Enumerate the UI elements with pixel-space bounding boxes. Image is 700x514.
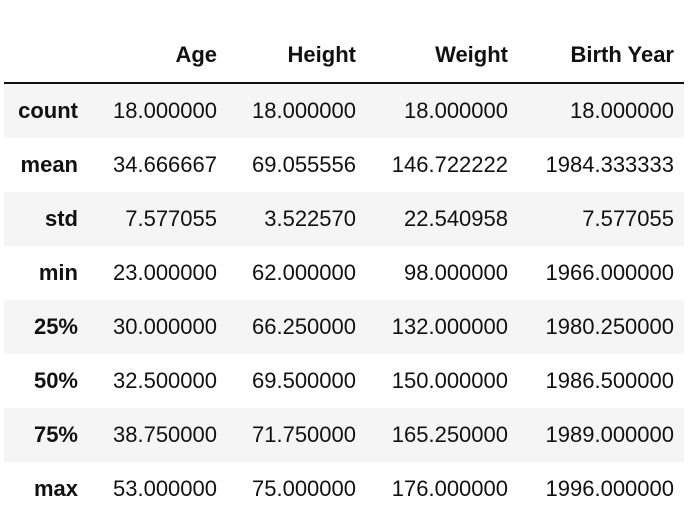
describe-table: Age Height Weight Birth Year count 18.00… [4,28,684,514]
table-cell: 98.000000 [404,260,508,285]
table-row: 75% 38.750000 71.750000 165.250000 1989.… [4,408,684,462]
table-cell: 32.500000 [113,368,217,393]
table-cell: 34.666667 [113,152,217,177]
table-cell: 1966.000000 [545,260,674,285]
row-label: min [38,260,78,285]
table-cell: 66.250000 [252,314,356,339]
table-row: count 18.000000 18.000000 18.000000 18.0… [4,83,684,138]
table-cell: 165.250000 [391,422,508,447]
table-row: mean 34.666667 69.055556 146.722222 1984… [4,138,684,192]
table-row: min 23.000000 62.000000 98.000000 1966.0… [4,246,684,300]
table-cell: 18.000000 [404,98,508,123]
table-row: std 7.577055 3.522570 22.540958 7.577055 [4,192,684,246]
table-cell: 3.522570 [264,206,356,231]
table-cell: 23.000000 [113,260,217,285]
column-header-height: Height [227,28,366,84]
table-cell: 1996.000000 [545,476,674,501]
table-cell: 30.000000 [113,314,217,339]
index-header [4,28,88,84]
table-cell: 75.000000 [252,476,356,501]
row-label: 25% [33,314,78,339]
table-cell: 132.000000 [391,314,508,339]
table-cell: 18.000000 [570,98,674,123]
table-cell: 38.750000 [113,422,217,447]
table-cell: 53.000000 [113,476,217,501]
table-row: 25% 30.000000 66.250000 132.000000 1980.… [4,300,684,354]
column-header-weight: Weight [366,28,518,84]
table-row: 50% 32.500000 69.500000 150.000000 1986.… [4,354,684,408]
table-cell: 1989.000000 [545,422,674,447]
column-header-age: Age [88,28,227,84]
row-label: 50% [33,368,78,393]
row-label: std [45,206,78,231]
row-label: max [33,476,78,501]
row-label: 75% [33,422,78,447]
table-cell: 1984.333333 [545,152,674,177]
table-cell: 71.750000 [252,422,356,447]
table-body: count 18.000000 18.000000 18.000000 18.0… [4,83,684,514]
table-header: Age Height Weight Birth Year [4,28,684,84]
header-row: Age Height Weight Birth Year [4,28,684,84]
table-cell: 146.722222 [391,152,508,177]
table-cell: 176.000000 [391,476,508,501]
table-cell: 22.540958 [404,206,508,231]
table-cell: 150.000000 [391,368,508,393]
table-row: max 53.000000 75.000000 176.000000 1996.… [4,462,684,514]
table-cell: 7.577055 [582,206,674,231]
table-cell: 18.000000 [113,98,217,123]
row-label: count [18,98,78,123]
table-cell: 1986.500000 [545,368,674,393]
table-cell: 69.055556 [252,152,356,177]
table-cell: 62.000000 [252,260,356,285]
column-header-birth-year: Birth Year [518,28,684,84]
table-cell: 7.577055 [125,206,217,231]
table-cell: 69.500000 [252,368,356,393]
table-cell: 1980.250000 [545,314,674,339]
row-label: mean [20,152,78,177]
table-cell: 18.000000 [252,98,356,123]
